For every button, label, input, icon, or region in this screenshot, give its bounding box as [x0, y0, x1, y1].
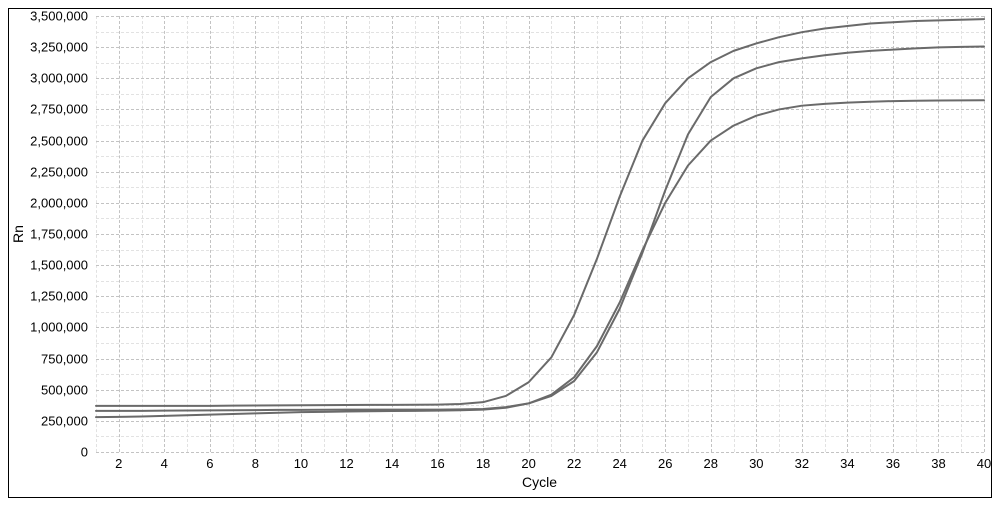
curve-1: [96, 19, 984, 406]
curve-2: [96, 47, 984, 411]
amplification-curves: [0, 0, 1000, 506]
